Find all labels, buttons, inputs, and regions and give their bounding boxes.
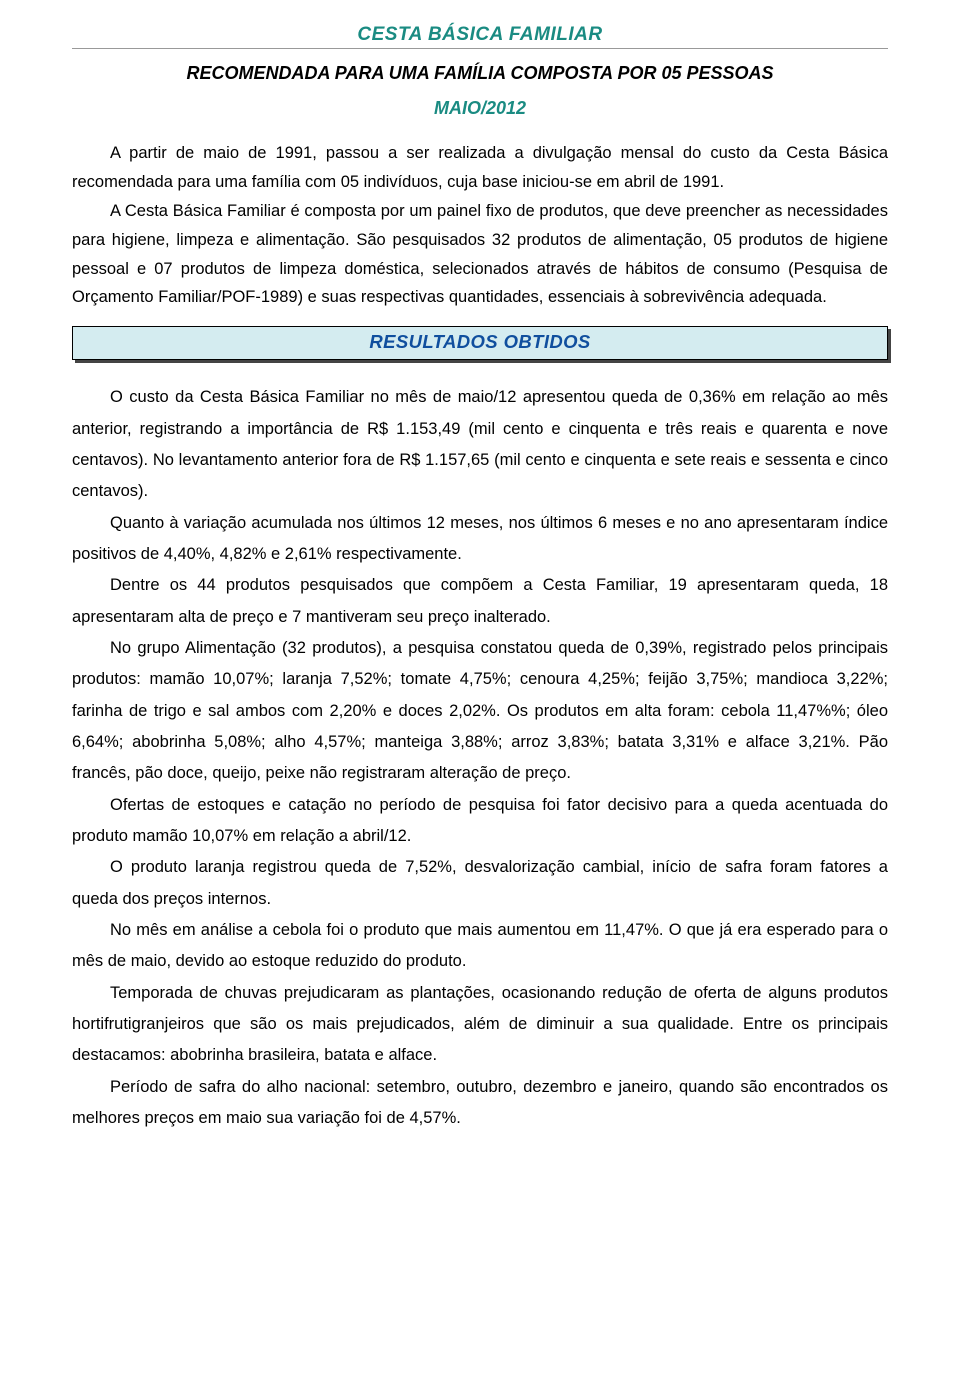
body-paragraph-8: Temporada de chuvas prejudicaram as plan… [72, 978, 888, 1072]
body-paragraph-7: No mês em análise a cebola foi o produto… [72, 915, 888, 978]
intro-section: A partir de maio de 1991, passou a ser r… [72, 139, 888, 312]
body-section: O custo da Cesta Básica Familiar no mês … [72, 382, 888, 1134]
body-paragraph-2: Quanto à variação acumulada nos últimos … [72, 508, 888, 571]
document-title: CESTA BÁSICA FAMILIAR [357, 24, 602, 45]
body-paragraph-3: Dentre os 44 produtos pesquisados que co… [72, 570, 888, 633]
body-paragraph-1: O custo da Cesta Básica Familiar no mês … [72, 382, 888, 507]
results-header-container: RESULTADOS OBTIDOS [72, 326, 888, 360]
results-header-box: RESULTADOS OBTIDOS [72, 326, 888, 360]
title-bar: CESTA BÁSICA FAMILIAR [72, 24, 888, 49]
intro-paragraph-2: A Cesta Básica Familiar é composta por u… [72, 197, 888, 313]
document-month: MAIO/2012 [72, 98, 888, 119]
body-paragraph-5: Ofertas de estoques e catação no período… [72, 790, 888, 853]
intro-paragraph-1: A partir de maio de 1991, passou a ser r… [72, 139, 888, 197]
results-header-text: RESULTADOS OBTIDOS [369, 331, 590, 352]
body-paragraph-6: O produto laranja registrou queda de 7,5… [72, 852, 888, 915]
body-paragraph-4: No grupo Alimentação (32 produtos), a pe… [72, 633, 888, 790]
document-subtitle: RECOMENDADA PARA UMA FAMÍLIA COMPOSTA PO… [72, 63, 888, 84]
body-paragraph-9: Período de safra do alho nacional: setem… [72, 1072, 888, 1135]
